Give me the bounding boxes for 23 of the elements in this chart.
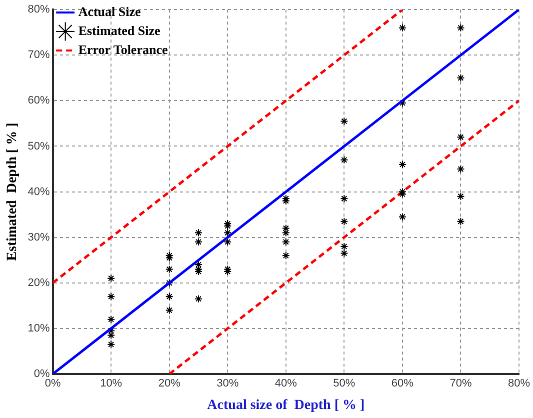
x-tick-label: 50% [333, 378, 356, 390]
x-tick-label: 20% [158, 378, 181, 390]
x-tick-label: 30% [216, 378, 239, 390]
y-axis-title: Estimated Depth [ % ] [5, 122, 20, 261]
y-tick-label: 30% [28, 231, 50, 244]
x-tick-label: 80% [508, 378, 530, 390]
y-tick-label: 0% [34, 368, 50, 380]
y-tick-label: 80% [28, 4, 50, 16]
x-tick-label: 40% [274, 378, 298, 390]
y-tick-label: 40% [28, 186, 50, 198]
x-tick-label: 10% [100, 378, 122, 390]
legend-label: Actual Size [78, 4, 142, 19]
y-tick-label: 20% [28, 276, 50, 289]
x-tick-label: 60% [391, 378, 414, 390]
y-tick-label: 50% [28, 140, 50, 152]
x-tick-label: 70% [450, 378, 472, 390]
x-tick-label: 0% [44, 378, 61, 390]
x-axis-title: Actual size of Depth [ % ] [207, 398, 365, 414]
y-tick-label: 70% [28, 49, 50, 62]
legend-label: Error Tolerance [78, 42, 168, 57]
legend-label: Estimated Size [78, 22, 161, 38]
y-tick-label: 10% [28, 322, 50, 334]
y-tick-label: 60% [28, 94, 50, 107]
